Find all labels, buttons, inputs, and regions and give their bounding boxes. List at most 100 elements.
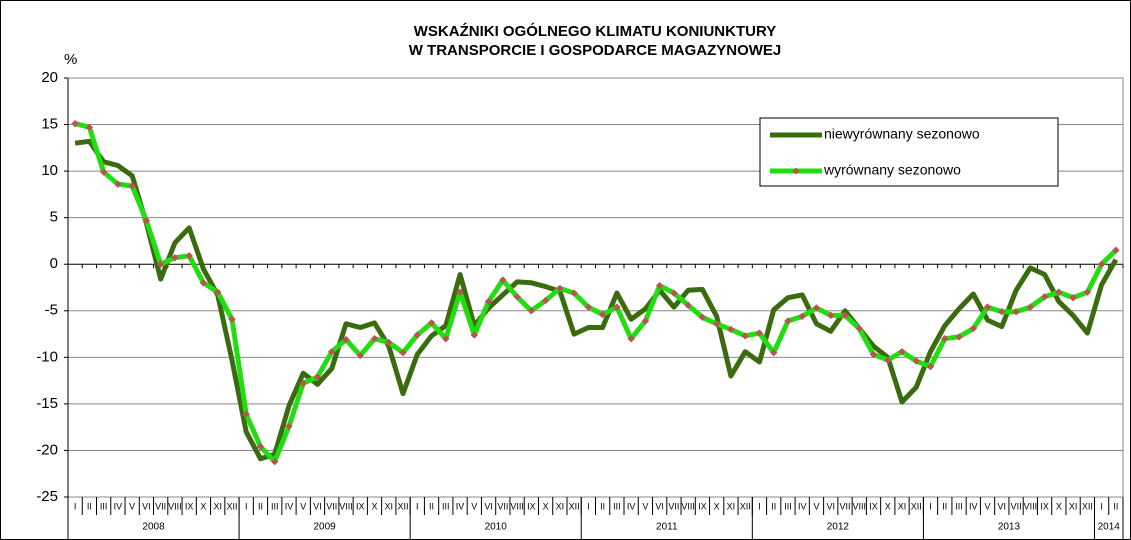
- marker: [228, 315, 236, 324]
- marker: [670, 289, 678, 297]
- marker: [541, 296, 550, 305]
- marker: [470, 331, 479, 339]
- year-label: 2012: [827, 522, 850, 533]
- marker: [99, 168, 108, 176]
- x-tick-label: I: [758, 501, 761, 511]
- y-tick-label: -5: [45, 302, 58, 319]
- marker: [684, 301, 693, 310]
- marker: [826, 311, 835, 320]
- marker: [1112, 246, 1120, 255]
- marker: [156, 260, 165, 269]
- marker: [513, 292, 521, 301]
- y-tick-label: -20: [36, 441, 58, 458]
- x-tick-label: VIII: [1024, 501, 1038, 511]
- marker: [85, 123, 94, 132]
- x-tick-label: VIII: [168, 501, 182, 511]
- marker: [441, 334, 450, 343]
- x-tick-label: X: [372, 501, 378, 511]
- x-tick-label: VII: [668, 501, 679, 511]
- marker: [1083, 288, 1092, 297]
- marker: [741, 332, 750, 340]
- marker: [698, 313, 707, 322]
- marker: [498, 276, 507, 284]
- x-tick-label: XI: [556, 501, 565, 511]
- marker: [1054, 288, 1063, 297]
- marker: [399, 348, 407, 357]
- marker: [898, 347, 906, 356]
- x-tick-label: XI: [727, 501, 736, 511]
- x-tick-label: X: [200, 501, 206, 511]
- legend-marker: [792, 167, 800, 175]
- x-tick-label: III: [955, 501, 963, 511]
- marker: [755, 329, 764, 337]
- marker: [128, 182, 137, 190]
- marker: [556, 284, 564, 293]
- x-tick-label: V: [471, 501, 477, 511]
- marker: [456, 288, 464, 297]
- marker: [769, 348, 778, 357]
- marker: [270, 457, 279, 466]
- marker: [883, 356, 892, 364]
- marker: [1012, 307, 1020, 316]
- marker: [926, 362, 935, 371]
- x-tick-label: VII: [326, 501, 337, 511]
- x-tick-label: VI: [484, 501, 493, 511]
- marker: [370, 334, 379, 343]
- x-tick-label: XII: [398, 501, 409, 511]
- marker: [384, 338, 393, 347]
- x-tick-label: VII: [155, 501, 166, 511]
- legend: niewyrównany sezonowo wyrównany sezonowo: [759, 117, 1059, 187]
- series-line: [74, 121, 1118, 465]
- x-tick-label: IV: [285, 501, 294, 511]
- marker: [242, 410, 251, 418]
- marker: [912, 357, 921, 365]
- x-tick-label: IV: [627, 501, 636, 511]
- x-tick-label: III: [442, 501, 450, 511]
- marker: [712, 319, 721, 328]
- x-tick-label: IV: [798, 501, 807, 511]
- y-tick-label: 10: [41, 162, 58, 179]
- marker: [171, 253, 179, 262]
- x-tick-label: I: [416, 501, 419, 511]
- marker: [655, 281, 664, 290]
- marker: [114, 180, 122, 189]
- x-tick-label: I: [245, 501, 248, 511]
- chart-title: W TRANSPORCIE I GOSPODARCE MAGAZYNOWEJ: [409, 42, 782, 59]
- x-tick-label: IV: [969, 501, 978, 511]
- x-tick-label: IX: [356, 501, 365, 511]
- marker: [299, 379, 308, 388]
- year-label: 2008: [142, 522, 165, 533]
- year-label: 2010: [485, 522, 508, 533]
- marker: [784, 317, 792, 325]
- marker: [798, 312, 807, 321]
- y-tick-label: -25: [36, 488, 58, 505]
- x-tick-label: XII: [226, 501, 237, 511]
- marker: [812, 304, 821, 312]
- x-tick-label: VIII: [339, 501, 353, 511]
- marker: [627, 334, 635, 343]
- marker: [199, 278, 208, 287]
- marker: [1026, 303, 1035, 311]
- marker: [570, 289, 578, 297]
- marker: [983, 303, 992, 311]
- y-tick-label: 5: [50, 209, 58, 226]
- legend-label: niewyrównany sezonowo: [824, 126, 980, 142]
- x-tick-label: VII: [839, 501, 850, 511]
- marker: [527, 306, 536, 315]
- x-tick-label: IV: [114, 501, 123, 511]
- marker: [869, 350, 878, 359]
- x-tick-label: IX: [698, 501, 707, 511]
- x-tick-label: VI: [142, 501, 151, 511]
- x-tick-label: V: [129, 501, 135, 511]
- x-tick-label: IX: [869, 501, 878, 511]
- x-tick-label: XII: [740, 501, 751, 511]
- x-tick-label: XI: [898, 501, 907, 511]
- x-tick-label: VIII: [681, 501, 695, 511]
- marker: [413, 331, 422, 339]
- marker: [1097, 260, 1106, 269]
- marker: [584, 303, 593, 311]
- x-tick-label: VI: [313, 501, 322, 511]
- chart-title: WSKAŹNIKI OGÓLNEGO KLIMATU KONIUNKTURY: [414, 22, 776, 40]
- x-tick-label: II: [258, 501, 263, 511]
